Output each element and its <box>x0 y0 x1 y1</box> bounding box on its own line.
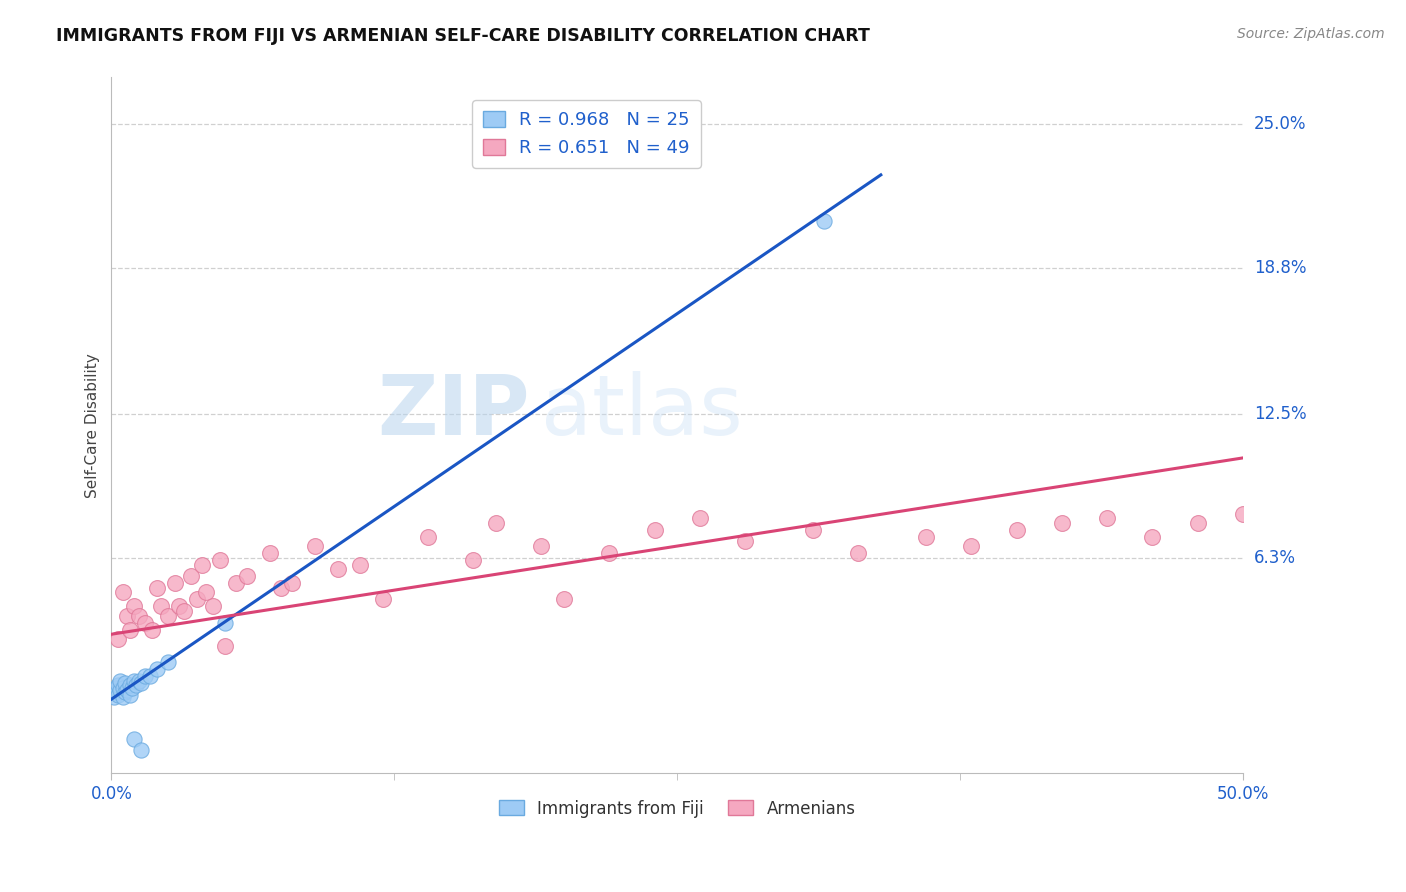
Point <box>156 608 179 623</box>
Point <box>111 681 134 695</box>
Point <box>225 576 247 591</box>
Point <box>689 511 711 525</box>
Point <box>134 669 156 683</box>
Point <box>304 539 326 553</box>
Point <box>114 676 136 690</box>
Point <box>129 676 152 690</box>
Point <box>214 615 236 630</box>
Point <box>150 599 173 614</box>
Point <box>128 673 150 688</box>
Point <box>1142 530 1164 544</box>
Point <box>125 678 148 692</box>
Point <box>118 688 141 702</box>
Point <box>117 682 139 697</box>
Point <box>128 608 150 623</box>
Text: atlas: atlas <box>541 371 744 452</box>
Point <box>104 681 127 695</box>
Point <box>141 623 163 637</box>
Point <box>107 678 129 692</box>
Point <box>111 585 134 599</box>
Point <box>270 581 292 595</box>
Point <box>236 569 259 583</box>
Point <box>734 534 756 549</box>
Point <box>281 576 304 591</box>
Point <box>463 553 485 567</box>
Point <box>195 585 218 599</box>
Point <box>114 685 136 699</box>
Point <box>1232 507 1254 521</box>
Point <box>121 681 143 695</box>
Point <box>180 569 202 583</box>
Point <box>915 530 938 544</box>
Text: 18.8%: 18.8% <box>1254 259 1306 277</box>
Point <box>1187 516 1209 530</box>
Point <box>960 539 983 553</box>
Point <box>103 690 125 704</box>
Point <box>118 623 141 637</box>
Point <box>191 558 214 572</box>
Point <box>813 214 835 228</box>
Point <box>122 599 145 614</box>
Point <box>485 516 508 530</box>
Point <box>1095 511 1118 525</box>
Point <box>117 608 139 623</box>
Point <box>111 690 134 704</box>
Point <box>169 599 191 614</box>
Point <box>326 562 349 576</box>
Point <box>104 685 127 699</box>
Point <box>1005 523 1028 537</box>
Point <box>107 632 129 646</box>
Point <box>202 599 225 614</box>
Text: 25.0%: 25.0% <box>1254 115 1306 133</box>
Point <box>107 688 129 702</box>
Point <box>214 639 236 653</box>
Point <box>145 581 167 595</box>
Point <box>208 553 231 567</box>
Point <box>134 615 156 630</box>
Point <box>418 530 440 544</box>
Point <box>371 592 394 607</box>
Point <box>118 678 141 692</box>
Text: 12.5%: 12.5% <box>1254 405 1306 423</box>
Text: ZIP: ZIP <box>378 371 530 452</box>
Point <box>110 682 132 697</box>
Point <box>163 576 186 591</box>
Point <box>801 523 824 537</box>
Point <box>145 662 167 676</box>
Point <box>129 743 152 757</box>
Point <box>110 673 132 688</box>
Text: 6.3%: 6.3% <box>1254 549 1296 566</box>
Text: IMMIGRANTS FROM FIJI VS ARMENIAN SELF-CARE DISABILITY CORRELATION CHART: IMMIGRANTS FROM FIJI VS ARMENIAN SELF-CA… <box>56 27 870 45</box>
Point <box>156 655 179 669</box>
Point <box>122 673 145 688</box>
Point <box>1050 516 1073 530</box>
Point <box>139 669 162 683</box>
Point <box>122 731 145 746</box>
Y-axis label: Self-Care Disability: Self-Care Disability <box>86 353 100 498</box>
Point <box>186 592 208 607</box>
Text: Source: ZipAtlas.com: Source: ZipAtlas.com <box>1237 27 1385 41</box>
Point <box>349 558 371 572</box>
Point <box>644 523 666 537</box>
Point <box>530 539 553 553</box>
Legend: Immigrants from Fiji, Armenians: Immigrants from Fiji, Armenians <box>492 793 862 824</box>
Point <box>173 604 195 618</box>
Point <box>259 546 281 560</box>
Point <box>598 546 620 560</box>
Point <box>846 546 869 560</box>
Point <box>553 592 575 607</box>
